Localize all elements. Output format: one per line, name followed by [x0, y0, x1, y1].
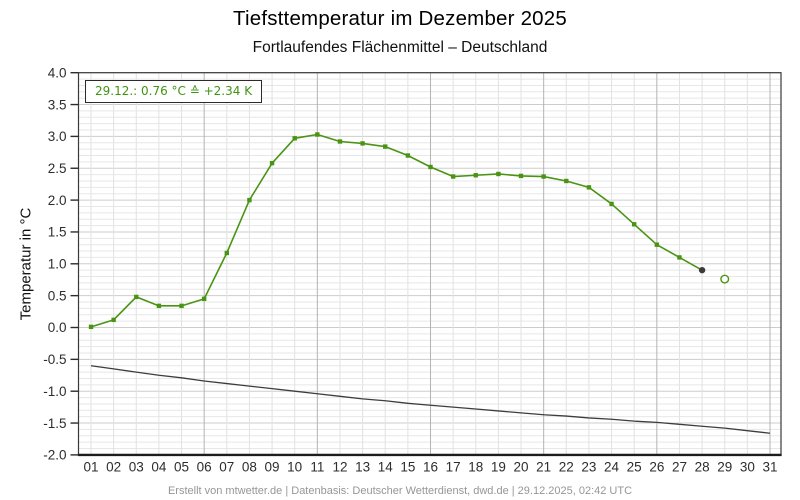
chart-title: Tiefsttemperatur im Dezember 2025	[233, 7, 567, 30]
y-tick-label: 4.0	[48, 65, 67, 80]
y-tick-label: -1.5	[43, 416, 66, 431]
x-tick-label: 17	[446, 459, 461, 474]
footer-credits: Erstellt von mtwetter.de | Datenbasis: D…	[167, 485, 633, 497]
x-tick-label: 27	[672, 459, 687, 474]
x-tick-label: 26	[649, 459, 664, 474]
x-tick-label: 28	[695, 459, 710, 474]
data-point-marker	[518, 173, 524, 179]
x-tick-label: 08	[242, 459, 257, 474]
data-point-marker	[156, 303, 162, 309]
latest-value-open-circle	[720, 274, 730, 284]
x-tick-label: 22	[559, 459, 574, 474]
y-tick-label: 3.0	[48, 129, 67, 144]
x-tick-label: 29	[717, 459, 732, 474]
data-point-marker	[450, 174, 456, 179]
y-tick-label: 2.0	[48, 193, 67, 208]
x-tick-label: 07	[219, 459, 234, 474]
x-tick-label: 06	[197, 459, 212, 474]
annotation-box: 29.12.: 0.76 °C ≙ +2.34 K	[85, 80, 263, 103]
x-tick-label: 03	[129, 459, 144, 474]
data-point-marker	[247, 197, 252, 203]
data-point-marker	[315, 132, 320, 137]
y-tick-label: 3.5	[48, 97, 67, 112]
x-tick-label: 19	[491, 459, 506, 474]
data-point-marker	[609, 201, 614, 207]
x-tick-label: 11	[310, 459, 324, 474]
data-point-marker	[134, 294, 139, 300]
data-point-marker	[654, 242, 660, 247]
chart-subtitle: Fortlaufendes Flächenmittel – Deutschlan…	[252, 39, 548, 56]
data-point-marker	[677, 255, 682, 260]
data-point-marker	[586, 185, 592, 190]
data-point-marker	[405, 153, 411, 158]
x-tick-label: 15	[400, 459, 415, 474]
x-tick-label: 10	[287, 459, 302, 474]
x-tick-label: 02	[106, 459, 121, 474]
y-tick-label: -0.5	[43, 352, 66, 367]
data-point-marker	[201, 296, 207, 302]
y-tick-label: 1.5	[48, 225, 67, 240]
x-tick-label: 21	[536, 459, 551, 474]
y-tick-label: 2.5	[48, 161, 67, 176]
x-tick-label: 05	[174, 459, 189, 474]
x-tick-label: 23	[581, 459, 596, 474]
data-point-marker	[88, 324, 94, 330]
data-point-marker	[541, 174, 546, 179]
data-point-marker	[292, 136, 297, 141]
y-tick-label: 0.0	[48, 320, 67, 335]
x-tick-label: 09	[265, 459, 280, 474]
data-point-marker	[179, 303, 184, 309]
x-tick-label: 31	[762, 459, 777, 474]
data-point-marker	[224, 250, 229, 256]
x-tick-label: 12	[332, 459, 347, 474]
data-point-marker	[337, 139, 343, 144]
y-tick-label: -2.0	[43, 448, 66, 463]
annotation-text: 29.12.: 0.76 °C ≙ +2.34 K	[95, 84, 253, 98]
x-tick-label: 25	[627, 459, 642, 474]
temperature-line	[90, 133, 703, 328]
y-tick-label: 1.0	[48, 257, 67, 272]
x-tick-label: 18	[468, 459, 483, 474]
x-tick-label: 16	[423, 459, 438, 474]
data-point-marker	[269, 160, 275, 166]
data-point-marker	[383, 144, 388, 149]
x-tick-label: 13	[355, 459, 370, 474]
data-point-marker	[428, 164, 433, 170]
x-tick-label: 14	[378, 459, 394, 474]
data-point-marker	[111, 317, 116, 323]
data-point-marker	[632, 222, 637, 227]
x-tick-label: 04	[151, 459, 167, 474]
y-tick-label: 0.5	[48, 288, 67, 303]
data-point-marker	[564, 178, 569, 184]
data-point-marker	[360, 141, 365, 146]
x-tick-label: 24	[604, 459, 620, 474]
data-point-marker	[496, 171, 501, 177]
data-point-marker	[473, 173, 478, 178]
x-tick-label: 30	[740, 459, 755, 474]
last-observation-dot	[698, 266, 706, 274]
x-tick-label: 20	[514, 459, 529, 474]
climate-mean-line	[90, 365, 771, 434]
y-tick-label: -1.0	[43, 384, 66, 399]
x-tick-label: 01	[83, 459, 98, 474]
